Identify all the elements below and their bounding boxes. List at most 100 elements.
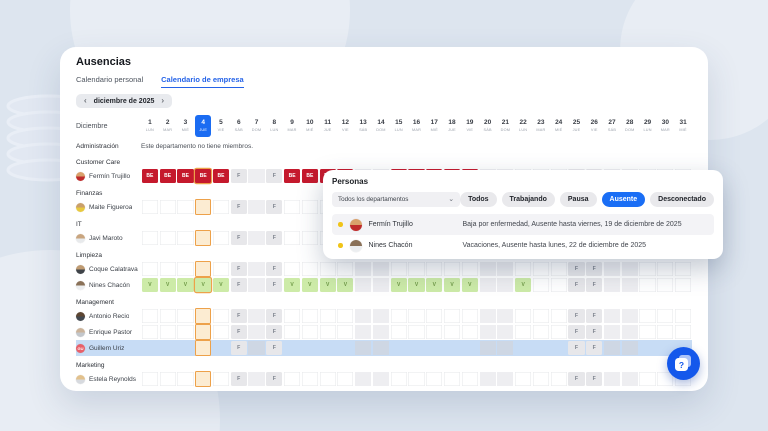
day-cell[interactable] xyxy=(675,309,692,323)
day-header[interactable]: 9 MAR xyxy=(284,115,300,137)
day-cell[interactable] xyxy=(159,341,176,355)
day-cell[interactable] xyxy=(603,278,621,292)
day-cell[interactable] xyxy=(603,341,621,355)
day-cell[interactable] xyxy=(603,309,621,323)
day-cell[interactable] xyxy=(372,372,390,386)
day-cell[interactable] xyxy=(426,325,443,339)
day-cell[interactable]: V xyxy=(461,278,478,292)
day-header[interactable]: 15 LUN xyxy=(391,115,407,137)
day-cell[interactable] xyxy=(177,325,194,339)
day-cell[interactable] xyxy=(355,309,372,323)
day-cell[interactable] xyxy=(301,325,318,339)
day-cell[interactable] xyxy=(639,278,656,292)
day-cell[interactable] xyxy=(248,200,265,214)
day-header[interactable]: 2 MAR xyxy=(160,115,176,137)
tab-personal-calendar[interactable]: Calendario personal xyxy=(76,75,144,84)
day-cell[interactable] xyxy=(461,309,478,323)
day-cell[interactable] xyxy=(141,262,158,276)
tab-company-calendar[interactable]: Calendario de empresa xyxy=(161,75,244,88)
day-cell[interactable] xyxy=(621,278,638,292)
day-header[interactable]: 26 VIE xyxy=(586,115,602,137)
day-cell[interactable] xyxy=(248,278,265,292)
day-header[interactable]: 1 LUN xyxy=(142,115,158,137)
day-cell[interactable] xyxy=(301,262,318,276)
day-cell[interactable] xyxy=(408,341,425,355)
day-cell[interactable] xyxy=(603,372,621,386)
day-cell[interactable] xyxy=(283,200,301,214)
day-cell[interactable]: V xyxy=(443,278,461,292)
day-cell[interactable] xyxy=(283,341,301,355)
day-cell[interactable]: F xyxy=(230,169,247,183)
day-cell[interactable] xyxy=(355,262,372,276)
day-cell[interactable] xyxy=(443,341,461,355)
day-cell[interactable] xyxy=(195,339,212,357)
day-cell[interactable] xyxy=(550,309,567,323)
day-cell[interactable] xyxy=(319,341,336,355)
day-cell[interactable] xyxy=(443,325,461,339)
day-cell[interactable]: V xyxy=(283,278,301,292)
day-cell[interactable] xyxy=(639,309,656,323)
day-cell[interactable] xyxy=(337,341,354,355)
day-cell[interactable] xyxy=(479,262,496,276)
day-cell[interactable] xyxy=(532,325,549,339)
day-cell[interactable] xyxy=(141,372,158,386)
day-cell[interactable] xyxy=(177,200,194,214)
day-header[interactable]: 21 DOM xyxy=(497,115,513,137)
day-cell[interactable]: F xyxy=(266,278,283,292)
day-cell[interactable] xyxy=(283,262,301,276)
day-cell[interactable] xyxy=(657,341,674,355)
day-header[interactable]: 20 SÁB xyxy=(480,115,496,137)
filter-pill-todos[interactable]: Todos xyxy=(460,192,497,207)
day-cell[interactable]: F xyxy=(568,372,585,386)
person-row-label[interactable]: Coque Calatrava xyxy=(76,261,141,277)
day-cell[interactable] xyxy=(461,372,478,386)
day-cell[interactable]: V xyxy=(337,278,354,292)
day-cell[interactable]: F xyxy=(266,169,283,183)
help-button[interactable]: ? xyxy=(667,347,700,380)
day-cell[interactable]: F xyxy=(586,341,603,355)
day-cell[interactable] xyxy=(675,262,692,276)
day-cell[interactable] xyxy=(195,307,212,325)
day-cell[interactable]: F xyxy=(586,278,603,292)
filter-pill-ausente[interactable]: Ausente xyxy=(601,192,646,207)
day-cell[interactable] xyxy=(390,262,407,276)
day-cell[interactable]: F xyxy=(266,200,283,214)
person-row-label[interactable]: Enrique Pastor xyxy=(76,324,141,340)
day-cell[interactable] xyxy=(301,372,318,386)
day-cell[interactable] xyxy=(515,372,532,386)
day-cell[interactable] xyxy=(283,309,301,323)
day-cell[interactable] xyxy=(408,309,425,323)
day-cell[interactable]: V xyxy=(319,278,336,292)
day-header[interactable]: 8 LUN xyxy=(266,115,282,137)
day-cell[interactable] xyxy=(337,262,354,276)
day-cell[interactable]: F xyxy=(266,372,283,386)
day-cell[interactable]: F xyxy=(230,278,247,292)
day-cell[interactable] xyxy=(355,325,372,339)
day-cell[interactable]: F xyxy=(586,325,603,339)
day-cell[interactable] xyxy=(675,278,692,292)
day-cell[interactable] xyxy=(337,309,354,323)
filter-pill-desconectado[interactable]: Desconectado xyxy=(650,192,714,207)
prev-month-icon[interactable]: ‹ xyxy=(84,96,87,105)
day-cell[interactable] xyxy=(390,325,407,339)
person-row-label[interactable]: GU Guillem Uriz xyxy=(76,340,141,356)
day-cell[interactable] xyxy=(479,341,496,355)
day-cell[interactable] xyxy=(497,372,514,386)
day-cell[interactable]: V xyxy=(426,278,443,292)
person-row[interactable]: Antonio Recio F F F F xyxy=(76,307,692,325)
day-cell[interactable] xyxy=(550,341,567,355)
day-cell[interactable] xyxy=(212,262,230,276)
person-row-label[interactable]: Estela Reynolds xyxy=(76,371,141,387)
day-cell[interactable]: V xyxy=(390,278,407,292)
day-cell[interactable] xyxy=(301,309,318,323)
day-cell[interactable] xyxy=(319,372,336,386)
day-cell[interactable] xyxy=(515,325,532,339)
person-row-label[interactable]: Maite Figueroa xyxy=(76,199,141,215)
day-cell[interactable] xyxy=(372,341,390,355)
day-cell[interactable]: F xyxy=(230,200,247,214)
day-cell[interactable]: F xyxy=(230,341,247,355)
day-cell[interactable] xyxy=(159,231,176,245)
day-cell[interactable] xyxy=(497,262,514,276)
day-cell[interactable]: F xyxy=(230,372,247,386)
day-cell[interactable]: V xyxy=(177,278,194,292)
